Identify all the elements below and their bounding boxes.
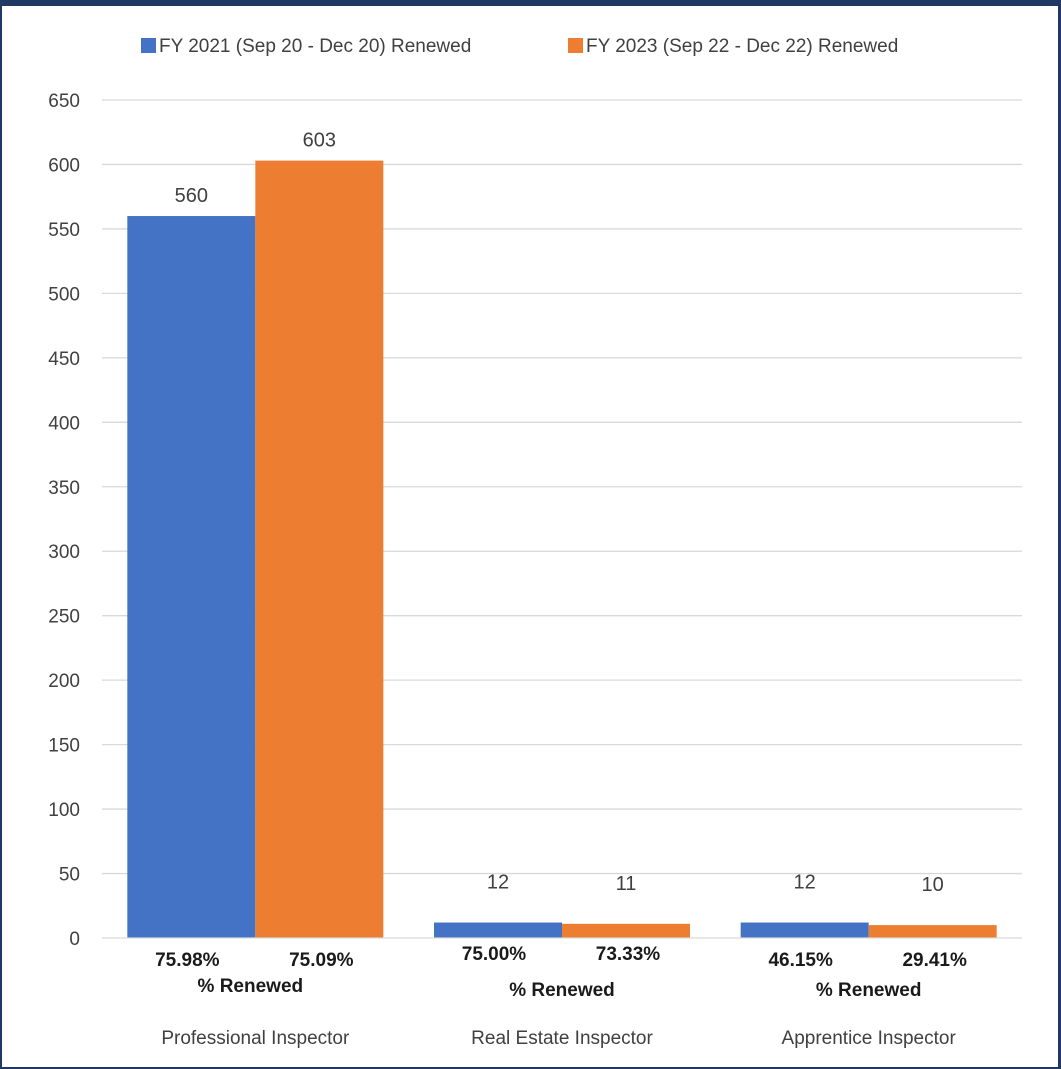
pct-renewed-note: % Renewed bbox=[198, 976, 304, 997]
pct-renewed-note: % Renewed bbox=[509, 980, 615, 1001]
bar-1-2 bbox=[434, 922, 562, 938]
value-label: 11 bbox=[616, 873, 637, 895]
pct-renewed-label: 75.00% bbox=[462, 944, 527, 965]
pct-renewed-label: 75.09% bbox=[289, 950, 354, 971]
y-tick-label: 100 bbox=[48, 800, 80, 821]
bar-2-1 bbox=[255, 160, 384, 938]
pct-renewed-label: 46.15% bbox=[768, 950, 833, 971]
y-tick-label: 150 bbox=[48, 736, 80, 757]
y-tick-label: 350 bbox=[48, 478, 80, 499]
legend-label-1: FY 2021 (Sep 20 - Dec 20) Renewed bbox=[159, 36, 471, 57]
pct-renewed-label: 73.33% bbox=[596, 944, 661, 965]
value-label: 12 bbox=[487, 872, 509, 894]
y-tick-label: 0 bbox=[69, 929, 80, 950]
legend-swatch-2 bbox=[568, 38, 583, 53]
bar-1-3 bbox=[740, 922, 869, 938]
y-tick-label: 400 bbox=[48, 413, 80, 434]
pct-renewed-label: 29.41% bbox=[902, 950, 967, 971]
legend-swatch-1 bbox=[141, 38, 156, 53]
bars bbox=[127, 160, 997, 938]
y-tick-label: 50 bbox=[59, 865, 80, 886]
legend: FY 2021 (Sep 20 - Dec 20) Renewed FY 2023… bbox=[141, 36, 898, 57]
legend-label-2: FY 2023 (Sep 22 - Dec 22) Renewed bbox=[586, 36, 898, 57]
y-axis: 0 50 100 150 200 250 300 350 400 450 500 550 600 650 bbox=[48, 91, 80, 950]
y-tick-label: 650 bbox=[48, 91, 80, 112]
bar-2-3 bbox=[868, 925, 997, 938]
data-labels: 560 75.98% 603 75.09% % Renewed 12 75.00% 11 73.… bbox=[155, 130, 967, 1001]
y-tick-label: 200 bbox=[48, 671, 80, 692]
y-tick-label: 500 bbox=[48, 284, 80, 305]
value-label: 12 bbox=[794, 872, 816, 894]
pct-renewed-note: % Renewed bbox=[816, 980, 922, 1001]
x-category-label: Real Estate Inspector bbox=[471, 1028, 653, 1049]
bar-1-1 bbox=[127, 216, 256, 938]
y-tick-label: 450 bbox=[48, 349, 80, 370]
y-tick-label: 250 bbox=[48, 607, 80, 628]
y-tick-label: 300 bbox=[48, 542, 80, 563]
y-tick-label: 550 bbox=[48, 220, 80, 241]
pct-renewed-label: 75.98% bbox=[155, 950, 220, 971]
value-label: 603 bbox=[303, 130, 336, 152]
y-tick-label: 600 bbox=[48, 155, 80, 176]
value-label: 560 bbox=[175, 185, 208, 207]
value-label: 10 bbox=[922, 874, 944, 896]
bar-2-2 bbox=[562, 923, 690, 938]
x-category-label: Professional Inspector bbox=[161, 1028, 350, 1049]
x-axis: Professional Inspector Real Estate Inspec… bbox=[102, 937, 1022, 1049]
x-category-label: Apprentice Inspector bbox=[782, 1028, 957, 1049]
